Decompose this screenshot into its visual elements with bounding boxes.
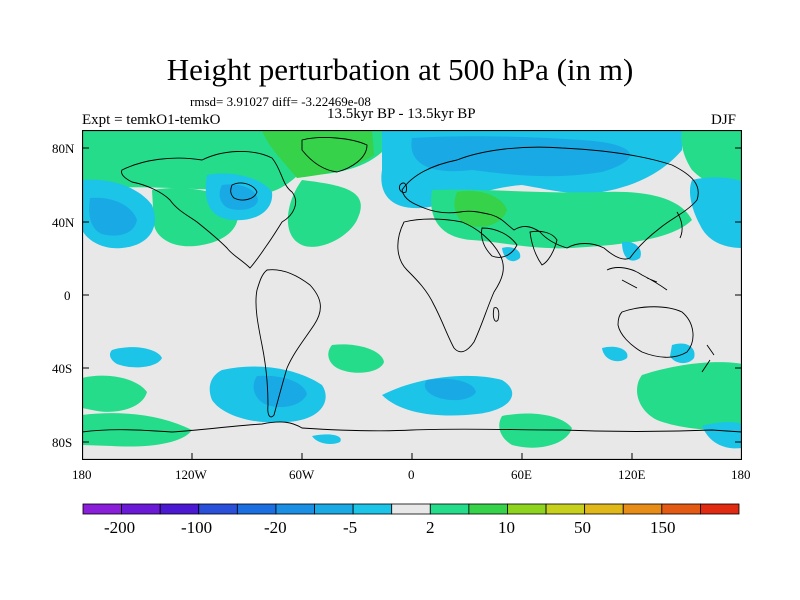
colorbar-box-9	[429, 503, 470, 515]
maritime-continent	[606, 267, 668, 291]
axis-tick-marks	[82, 147, 742, 460]
japan-coast	[676, 211, 683, 239]
antarctic-blue-spot	[312, 434, 341, 444]
colorbar-box-0	[82, 503, 122, 515]
lon-tick-0: 0	[408, 467, 415, 482]
coastlines	[82, 137, 742, 433]
colorbar-box-7	[352, 503, 393, 515]
colorbar-label-neg200: -200	[104, 518, 136, 537]
colorbar-label-150: 150	[650, 518, 676, 537]
lat-tick-80s: 80S	[52, 435, 73, 450]
season-label: DJF	[711, 112, 737, 128]
colorbar	[82, 503, 740, 515]
s-atlantic-green	[328, 344, 384, 373]
lon-tick-180-right: 180	[731, 467, 751, 482]
hudson-blue-core	[219, 184, 258, 210]
ne-pacific-blue	[689, 177, 742, 248]
colorbar-box-15	[661, 503, 701, 515]
colorbar-label-neg100: -100	[181, 518, 213, 537]
eurasia-blue-core	[411, 136, 630, 177]
plot-title: Height perturbation at 500 hPa (in m)	[166, 52, 634, 87]
colorbar-box-14	[622, 503, 663, 515]
greenland-coast	[301, 137, 368, 173]
colorbar-box-16	[700, 503, 740, 515]
lat-tick-80n: 80N	[52, 141, 75, 156]
uk-coast	[399, 182, 407, 193]
arabia-coast	[481, 227, 518, 258]
africa-coast	[397, 218, 504, 353]
caspian-green	[454, 190, 507, 227]
lon-tick-120w: 120W	[175, 467, 207, 482]
se-pacific-blue	[109, 347, 162, 368]
antarctica-coast	[82, 421, 742, 433]
period-label: 13.5kyr BP - 13.5kyr BP	[327, 106, 476, 122]
se-pacific-green	[637, 362, 742, 431]
antarctic-green	[499, 413, 572, 448]
colorbar-box-8	[391, 503, 431, 515]
australia-blue	[670, 343, 695, 364]
colorbar-box-4	[236, 503, 277, 515]
colorbar-box-11	[507, 503, 547, 515]
ne-pacific-green	[681, 130, 742, 191]
indochina-blue-spot	[622, 241, 641, 261]
hudson-bay	[230, 182, 258, 201]
experiment-label: Expt = temkO1-temkO	[82, 112, 221, 128]
lon-tick-60e: 60E	[511, 467, 532, 482]
e-antarctic-blue	[702, 422, 742, 449]
n-pacific-blue-core	[89, 197, 137, 236]
madagascar	[492, 307, 500, 322]
colorbar-box-12	[545, 503, 586, 515]
north-america-coast	[121, 150, 296, 269]
colorbar-label-10: 10	[498, 518, 515, 537]
colorbar-box-10	[468, 503, 508, 515]
lat-tick-40s: 40S	[52, 361, 73, 376]
india-coast	[529, 230, 558, 266]
colorbar-label-50: 50	[574, 518, 591, 537]
n-atlantic-green-tongue	[287, 180, 361, 247]
colorbar-box-2	[159, 503, 200, 515]
colorbar-box-1	[121, 503, 161, 515]
s-indian-blue-core	[424, 378, 476, 401]
world-map-plot	[82, 130, 742, 460]
w-south-pacific-green	[82, 375, 147, 412]
greenland-green	[262, 130, 374, 178]
colorbar-box-6	[314, 503, 354, 515]
colorbar-label-2: 2	[426, 518, 435, 537]
colorbar-box-5	[275, 503, 315, 515]
lon-tick-180-left: 180	[72, 467, 92, 482]
new-zealand	[701, 344, 715, 373]
eurasia-coast	[401, 146, 699, 260]
stats-line: rmsd= 3.91027 diff= -3.22469e-08	[190, 94, 371, 109]
w-pacific-blue-spot	[602, 346, 628, 362]
colorbar-label-neg5: -5	[343, 518, 358, 537]
colorbar-label-neg20: -20	[264, 518, 287, 537]
lat-tick-0: 0	[64, 288, 71, 303]
lon-tick-60w: 60W	[289, 467, 315, 482]
lon-tick-120e: 120E	[618, 467, 646, 482]
australia-coast	[617, 306, 694, 358]
colorbar-box-3	[198, 503, 238, 515]
arabia-blue-spot	[502, 247, 521, 262]
colorbar-box-13	[584, 503, 624, 515]
south-america-coast	[255, 269, 321, 418]
lat-tick-40n: 40N	[52, 215, 75, 230]
